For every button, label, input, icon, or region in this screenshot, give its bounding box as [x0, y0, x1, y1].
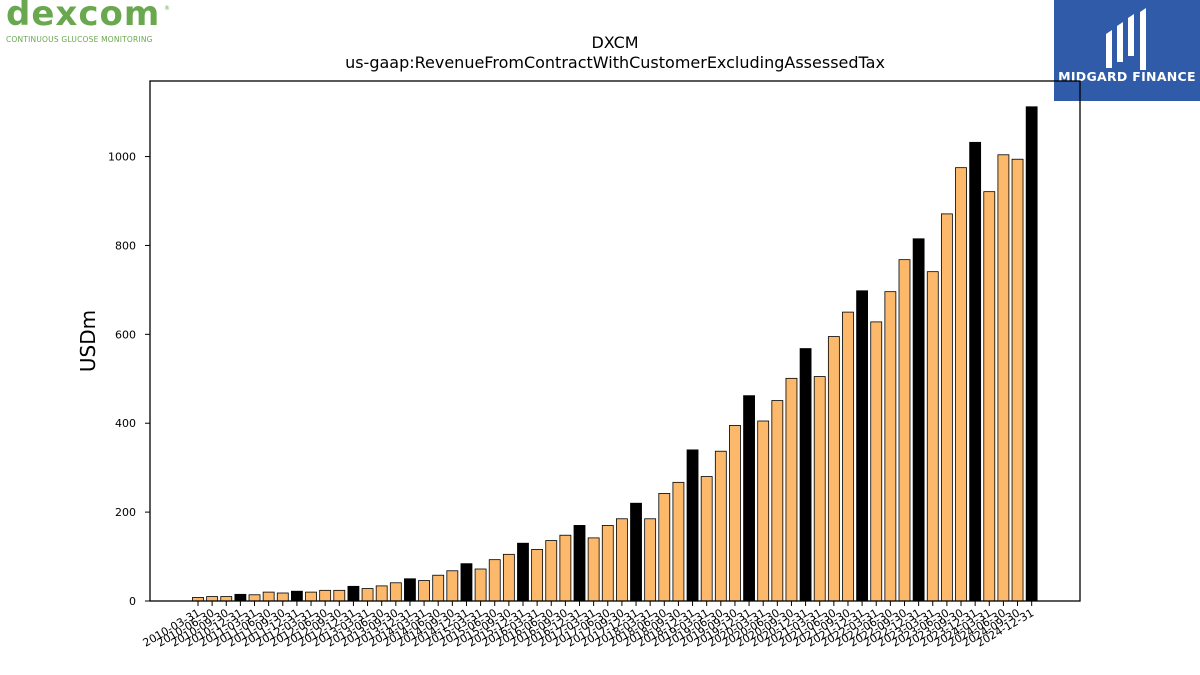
bar-2012-12-31: [347, 585, 360, 602]
bar-2017-12-31: [630, 502, 642, 602]
bar-2022-06-30: [884, 291, 897, 602]
bar-2023-12-31: [969, 141, 982, 602]
bar-2016-03-31: [531, 549, 544, 602]
logo-registered-mark: ®: [164, 5, 170, 12]
bar-2023-09-30: [955, 167, 967, 602]
bar-2020-09-30: [785, 377, 798, 602]
y-tick-label: 800: [115, 239, 136, 252]
bar-2015-06-30: [488, 559, 501, 602]
bar-2019-09-30: [729, 425, 741, 602]
bar-2024-12-31: [1025, 106, 1038, 602]
y-tick-label: 200: [115, 506, 136, 519]
bar-2011-12-31: [291, 590, 303, 602]
midgard-emblem-icon: [1054, 0, 1200, 101]
bar-2024-03-31: [983, 191, 996, 602]
y-axis-ticks: 0 200 400 600 800 1000: [108, 151, 150, 608]
bar-2014-06-30: [432, 574, 445, 602]
bar-2024-09-30: [1011, 158, 1024, 602]
logo-name: MIDGARD FINANCE: [1058, 69, 1196, 84]
bar-2015-09-30: [502, 553, 515, 602]
bar-2017-09-30: [616, 518, 628, 602]
bar-2022-12-31: [912, 238, 925, 602]
bar-2011-06-30: [262, 591, 275, 602]
bar-2023-06-30: [940, 213, 953, 602]
bar-2021-12-31: [856, 290, 869, 602]
bar-2019-03-31: [700, 476, 713, 602]
bar-2020-06-30: [771, 400, 784, 602]
logo-wordmark: dexcom: [6, 0, 161, 34]
chart-subtitle: us-gaap:RevenueFromContractWithCustomerE…: [345, 53, 885, 72]
bar-2022-03-31: [870, 321, 883, 602]
bar-2013-06-30: [375, 585, 388, 602]
bar-2011-03-31: [248, 594, 261, 602]
bar-2014-03-31: [418, 580, 430, 602]
bar-2021-03-31: [813, 376, 826, 602]
bar-2011-09-30: [276, 592, 289, 602]
bar-2010-09-30: [220, 596, 233, 602]
bar-2016-09-30: [559, 534, 572, 602]
bar-2013-12-31: [404, 578, 416, 602]
dexcom-logo: dexcom ® CONTINUOUS GLUCOSE MONITORING: [4, 0, 204, 48]
bar-2021-09-30: [842, 311, 854, 602]
bar-2017-06-30: [601, 525, 614, 602]
bar-2013-03-31: [361, 588, 374, 602]
bar-2019-06-30: [714, 450, 727, 602]
bar-2017-03-31: [587, 537, 600, 602]
bar-2012-06-30: [319, 589, 332, 602]
bar-2016-06-30: [545, 540, 558, 602]
bar-2021-06-30: [827, 336, 840, 602]
midgard-finance-logo: MIDGARD FINANCE: [1054, 0, 1200, 101]
bar-2018-12-31: [686, 449, 699, 602]
bar-2019-12-31: [743, 395, 755, 602]
bar-2023-03-31: [926, 271, 939, 602]
y-tick-label: 1000: [108, 151, 136, 164]
bar-2014-09-30: [446, 570, 459, 602]
bar-2024-06-30: [997, 154, 1010, 602]
bar-2018-03-31: [644, 518, 657, 602]
bar-2015-12-31: [517, 542, 529, 602]
y-tick-label: 600: [115, 328, 136, 341]
bar-2014-12-31: [460, 563, 473, 602]
x-axis-ticks: 2010-03-312010-06-302010-09-302010-12-31…: [141, 601, 1036, 650]
bar-2012-03-31: [305, 591, 317, 602]
bar-2020-03-31: [757, 420, 770, 602]
bar-2015-03-31: [474, 568, 487, 602]
bar-2010-12-31: [234, 593, 247, 602]
plot-frame: [149, 80, 1081, 602]
bar-2018-09-30: [672, 481, 685, 602]
y-axis-label: USDm: [76, 310, 100, 372]
y-tick-label: 0: [129, 595, 136, 608]
bars-group: [192, 106, 1038, 602]
chart-title: DXCM: [591, 33, 638, 52]
bar-2020-12-31: [799, 348, 812, 602]
bar-2022-09-30: [898, 259, 911, 602]
bar-2018-06-30: [658, 493, 671, 602]
y-tick-label: 400: [115, 417, 136, 430]
bar-2013-09-30: [389, 582, 402, 602]
bar-2012-09-30: [333, 589, 346, 602]
logo-tagline: CONTINUOUS GLUCOSE MONITORING: [6, 35, 153, 44]
bar-2010-06-30: [206, 596, 219, 602]
bar-2016-12-31: [573, 525, 586, 602]
